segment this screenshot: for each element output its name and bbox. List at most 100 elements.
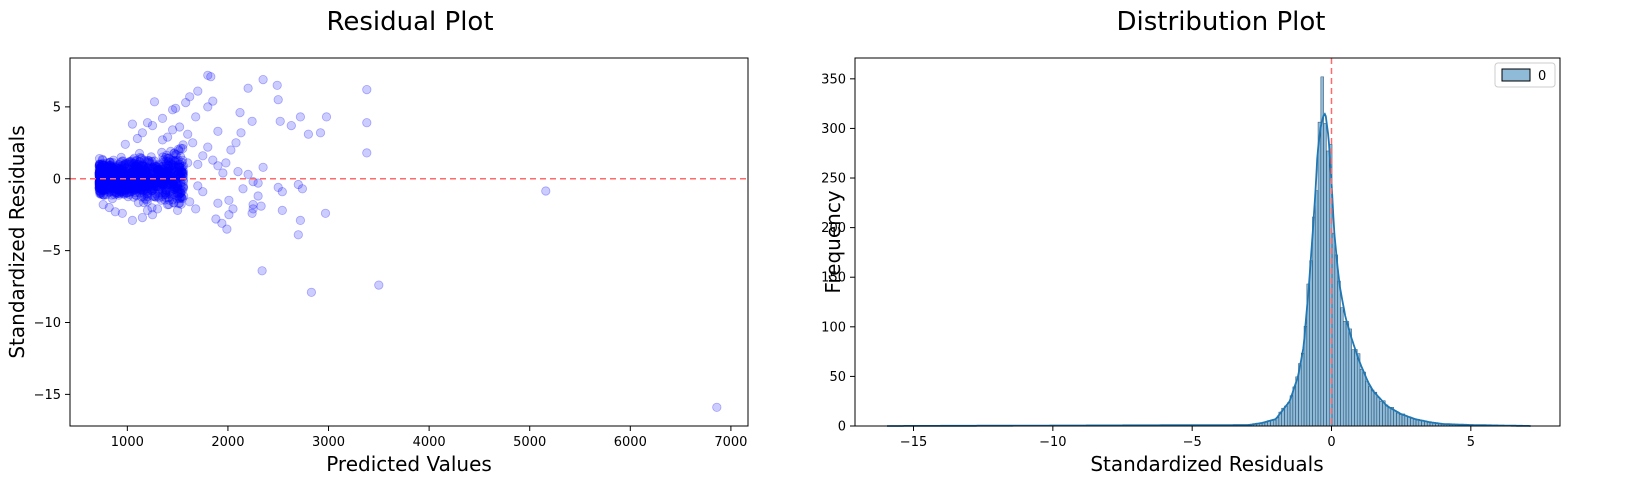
scatter-point [115,187,125,197]
scatter-point [137,128,147,138]
scatter-point [127,180,137,190]
scatter-point [169,161,179,171]
scatter-point [258,75,268,85]
scatter-point [105,185,115,196]
scatter-point [132,178,142,188]
scatter-point [113,175,124,185]
scatter-point [97,175,107,185]
scatter-point [112,184,122,194]
scatter-point [153,168,163,178]
scatter-point [166,158,176,168]
scatter-point [143,162,153,172]
histogram-bar [1415,419,1420,427]
y-tick-label: 5 [53,100,61,115]
scatter-point [127,165,137,175]
legend: 0 [1494,62,1556,88]
scatter-point [151,171,161,181]
scatter-point [111,178,122,188]
scatter-point [94,168,105,178]
scatter-point [228,204,238,214]
histogram-bar [1334,254,1338,427]
scatter-point [110,207,120,217]
scatter-point [172,164,183,175]
scatter-point [132,168,142,178]
scatter-point [119,188,129,198]
scatter-point [146,180,156,190]
scatter-point [127,185,137,195]
scatter-point [165,175,175,185]
scatter-point [118,170,128,181]
scatter-point [162,154,172,164]
scatter-point [149,162,159,172]
scatter-point [169,165,179,175]
scatter-point [110,173,120,183]
scatter-point [96,184,106,194]
scatter-point [108,179,118,189]
scatter-point [133,163,143,173]
histogram-bar [1340,307,1344,427]
scatter-point [175,160,185,170]
scatter-point [95,180,105,190]
scatter-point [168,125,178,135]
scatter-point [150,191,160,201]
scatter-point [103,185,114,195]
scatter-point [167,160,177,170]
scatter-point [157,185,167,195]
scatter-point [122,159,132,169]
scatter-point [113,165,123,175]
scatter-point [94,169,104,179]
scatter-point [123,178,134,188]
scatter-point [161,159,171,169]
scatter-point [118,180,128,190]
scatter-point [108,179,118,189]
scatter-point [97,154,108,164]
scatter-point [126,179,137,189]
scatter-point [105,170,115,180]
scatter-point [293,230,303,240]
scatter-point [162,169,172,179]
scatter-point [161,168,171,178]
scatter-point [147,163,157,173]
scatter-point [104,177,114,187]
scatter-point [125,181,135,191]
scatter-point [165,177,175,187]
scatter-point [104,163,114,173]
scatter-point [171,177,181,187]
scatter-point [134,163,145,173]
scatter-point [132,163,142,174]
scatter-point [102,179,112,189]
scatter-point [171,150,181,160]
scatter-point [136,172,146,183]
scatter-point [166,161,176,171]
scatter-point [95,179,105,189]
histogram-bar [1379,401,1383,427]
scatter-point [144,178,154,188]
y-tick-label: −15 [34,388,61,403]
scatter-point [103,181,114,191]
scatter-point [108,177,118,187]
scatter-point [98,190,109,200]
scatter-point [150,181,160,191]
scatter-point [144,155,154,166]
scatter-point [115,179,125,189]
scatter-point [158,167,168,177]
scatter-point [172,156,182,166]
scatter-point [101,178,111,188]
scatter-point [107,162,117,172]
scatter-point [161,152,171,163]
histogram-bar [1362,371,1366,427]
scatter-point [99,184,109,195]
scatter-point [115,185,126,195]
scatter-point [94,183,104,193]
scatter-point [103,178,114,188]
scatter-point [127,184,137,194]
x-tick-label: −5 [1183,435,1202,450]
scatter-point [129,172,139,182]
scatter-point [137,181,147,192]
scatter-point [143,188,153,198]
scatter-point [121,185,132,195]
histogram-bars [1029,76,1509,427]
x-tick-label: 7000 [714,435,747,450]
scatter-point [106,168,116,178]
scatter-point [141,156,151,166]
